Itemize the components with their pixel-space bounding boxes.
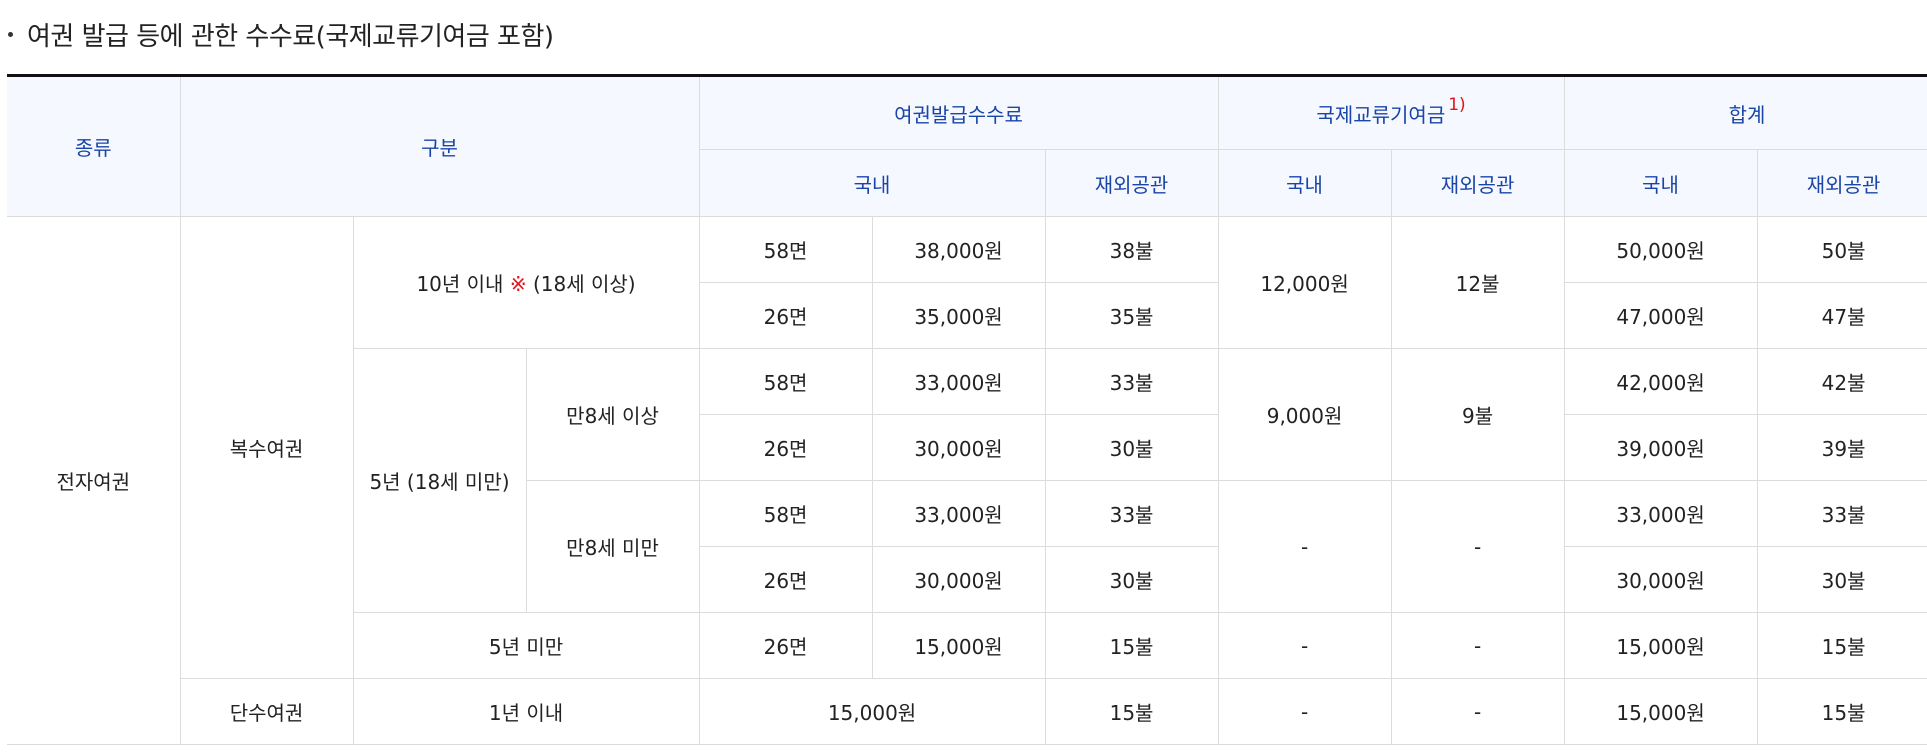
cell-fee-overseas: 15불 <box>1044 678 1219 745</box>
table-row: 26면 30,000원 30불 30,000원 30불 <box>7 546 1927 613</box>
cell-fee-overseas: 33불 <box>1044 348 1219 415</box>
cell-total-domestic: 42,000원 <box>1563 348 1758 415</box>
cell-total-overseas: 47불 <box>1756 282 1927 349</box>
table-row: 전자여권 복수여권 10년 이내 ※ (18세 이상) 58면 38,000원 … <box>7 216 1927 745</box>
cell-pages: 58면 <box>698 216 873 283</box>
cell-fee-domestic: 30,000원 <box>871 546 1046 613</box>
cell-total-domestic: 30,000원 <box>1563 546 1758 613</box>
note-mark: ※ <box>509 272 527 296</box>
cell-total-overseas: 33불 <box>1756 480 1927 547</box>
cell-fee-domestic: 33,000원 <box>871 348 1046 415</box>
cell-exchange-overseas: - <box>1390 480 1565 613</box>
cell-fee-overseas: 38불 <box>1044 216 1219 283</box>
cell-fee-domestic: 15,000원 <box>698 678 1046 745</box>
cell-single-passport: 단수여권 <box>180 678 354 745</box>
cell-exchange-domestic: 9,000원 <box>1217 348 1392 481</box>
footnote-marker: 1) <box>1448 94 1466 115</box>
cell-fee-domestic: 15,000원 <box>871 612 1046 679</box>
header-row: 종류 구분 여권발급수수료 국제교류기여금 1) 합계 <box>7 74 1927 217</box>
cell-fee-overseas: 30불 <box>1044 414 1219 481</box>
subheader-exchange-domestic: 국내 <box>1217 149 1392 217</box>
cell-pages: 58면 <box>698 480 873 547</box>
cell-fee-domestic: 35,000원 <box>871 282 1046 349</box>
cell-total-overseas: 42불 <box>1756 348 1927 415</box>
subheader-issuance-overseas: 재외공관 <box>1044 149 1219 217</box>
subheader-total-domestic: 국내 <box>1563 149 1758 217</box>
cell-total-domestic: 33,000원 <box>1563 480 1758 547</box>
cell-age8-under: 만8세 미만 <box>526 480 700 613</box>
cell-exchange-domestic: 12,000원 <box>1217 216 1392 349</box>
cell-pages: 26면 <box>698 612 873 679</box>
cell-total-domestic: 50,000원 <box>1563 216 1758 283</box>
table-row: 26면 35,000원 35불 47,000원 47불 <box>7 282 1927 349</box>
cell-age8-over: 만8세 이상 <box>525 348 700 481</box>
cell-total-domestic: 47,000원 <box>1563 282 1758 349</box>
cell-exchange-domestic: - <box>1217 480 1392 613</box>
table-row: 26면 30,000원 30불 39,000원 39불 <box>7 414 1927 481</box>
cell-fee-domestic: 30,000원 <box>871 414 1046 481</box>
subheader-exchange-overseas: 재외공관 <box>1390 149 1565 217</box>
cell-exchange-domestic: - <box>1217 612 1392 679</box>
bullet-icon <box>8 31 13 37</box>
section-title-text: 여권 발급 등에 관한 수수료(국제교류기여금 포함) <box>27 21 554 52</box>
subheader-row: 국내 재외공관 국내 재외공관 국내 재외공관 <box>7 149 1927 217</box>
cell-fee-overseas: 33불 <box>1044 480 1219 547</box>
cell-multiple-passport: 복수여권 <box>179 216 354 679</box>
cell-fee-domestic: 33,000원 <box>871 480 1046 547</box>
cell-exchange-overseas: - <box>1390 612 1565 679</box>
cell-exchange-overseas: 12불 <box>1390 216 1565 349</box>
cell-pages: 26면 <box>699 414 873 481</box>
cell-pages: 58면 <box>698 348 873 415</box>
cell-exchange-overseas: 9불 <box>1390 348 1565 481</box>
cell-total-overseas: 50불 <box>1756 216 1927 283</box>
header-exchange-fund: 국제교류기여금 1) <box>1217 74 1565 150</box>
cell-total-domestic: 15,000원 <box>1563 612 1758 679</box>
cell-total-domestic: 39,000원 <box>1563 414 1758 481</box>
cell-one-year: 1년 이내 <box>352 678 700 745</box>
cell-pages: 26면 <box>699 546 873 613</box>
subheader-total-overseas: 재외공관 <box>1756 149 1927 217</box>
ten-year-prefix: 10년 이내 <box>416 272 504 296</box>
subheader-issuance-domestic: 국내 <box>699 149 1046 217</box>
section-title: 여권 발급 등에 관한 수수료(국제교류기여금 포함) <box>6 14 554 54</box>
cell-pages: 26면 <box>699 282 873 349</box>
cell-fee-overseas: 15불 <box>1044 612 1219 679</box>
header-total: 합계 <box>1563 74 1927 150</box>
cell-electronic-passport: 전자여권 <box>7 216 181 745</box>
table-row: 단수여권 1년 이내 15,000원 15불 - - 15,000원 15불 <box>7 678 1927 745</box>
cell-total-overseas: 15불 <box>1756 678 1927 745</box>
cell-total-overseas: 39불 <box>1756 414 1927 481</box>
cell-total-domestic: 15,000원 <box>1563 678 1758 745</box>
cell-fee-overseas: 35불 <box>1044 282 1219 349</box>
header-category: 구분 <box>179 74 700 217</box>
cell-fee-overseas: 30불 <box>1044 546 1219 613</box>
ten-year-suffix: (18세 이상) <box>532 272 636 296</box>
header-exchange-fund-label: 국제교류기여금 <box>1316 102 1446 127</box>
cell-ten-year: 10년 이내 ※ (18세 이상) <box>352 216 700 349</box>
cell-exchange-overseas: - <box>1390 678 1565 745</box>
cell-fee-domestic: 38,000원 <box>871 216 1046 283</box>
header-type: 종류 <box>7 74 181 217</box>
header-issuance-fee: 여권발급수수료 <box>698 74 1219 150</box>
cell-under-five: 5년 미만 <box>353 612 700 679</box>
table-row: 5년 미만 26면 15,000원 15불 - - 15,000원 15불 <box>7 612 1927 679</box>
cell-total-overseas: 15불 <box>1756 612 1927 679</box>
cell-exchange-domestic: - <box>1217 678 1392 745</box>
cell-five-year: 5년 (18세 미만) <box>353 348 527 613</box>
fee-table: 종류 구분 여권발급수수료 국제교류기여금 1) 합계 국내 재외공관 국내 재외… <box>7 74 1927 745</box>
cell-total-overseas: 30불 <box>1756 546 1927 613</box>
